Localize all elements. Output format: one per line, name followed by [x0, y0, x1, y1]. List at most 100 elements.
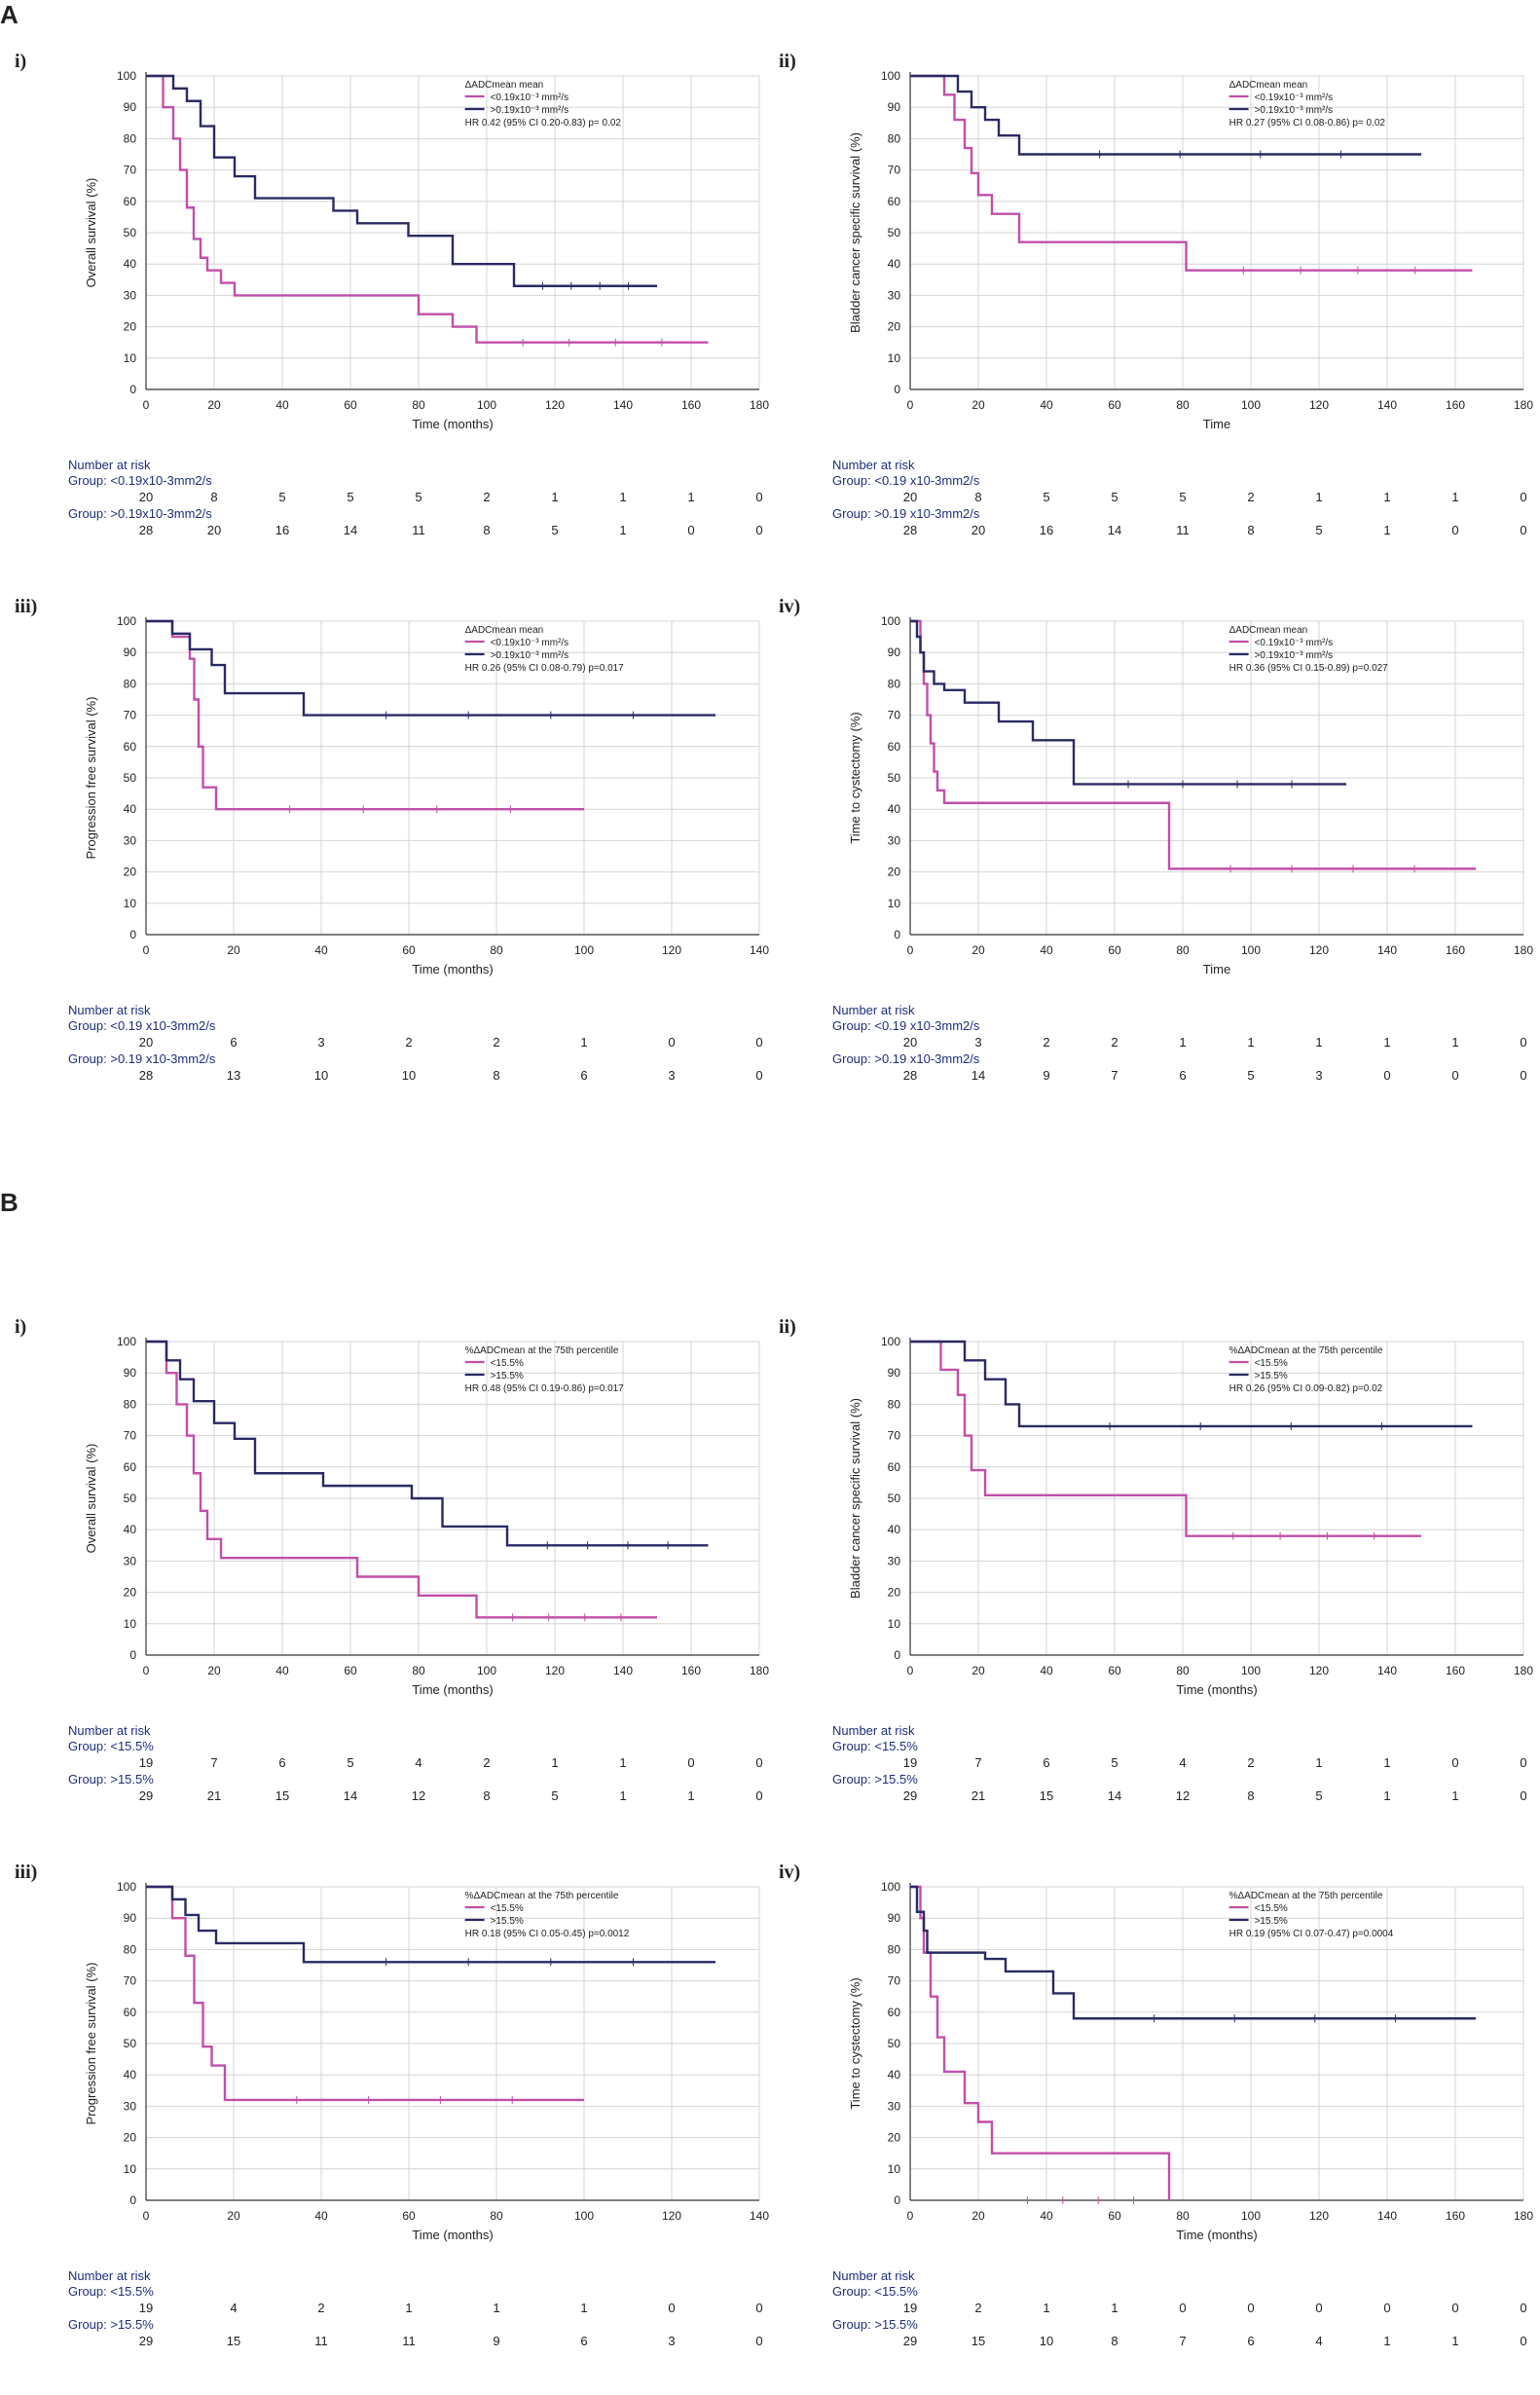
panel-label: iii) [15, 1861, 38, 1883]
y-tick-label: 60 [888, 195, 901, 208]
risk-count: 1 [1315, 1035, 1323, 1050]
y-tick-label: 90 [888, 645, 901, 659]
risk-group-1-label: Group: <15.5% [832, 2284, 918, 2299]
x-tick-label: 80 [1176, 1664, 1190, 1677]
risk-row: 19 2 1 1 0 0 0 0 0 0 [832, 2300, 1533, 2317]
risk-count: 0 [1383, 1068, 1391, 1083]
risk-count: 1 [1315, 490, 1323, 504]
number-at-risk-table: Number at risk Group: <15.5% 19 7 6 5 4 2 1 1 0 0 Gr… [832, 1723, 1533, 1805]
risk-count: 0 [1451, 1068, 1459, 1083]
section-label-b: B [0, 1188, 18, 1217]
legend-hr: HR 0.19 (95% CI 0.07-0.47) p=0.0004 [1229, 1929, 1394, 1939]
risk-title: Number at risk [68, 458, 151, 472]
number-at-risk-table: Number at risk Group: <15.5% 19 7 6 5 4 2 1 1 0 0 Gr… [68, 1723, 769, 1805]
risk-count: 1 [551, 490, 559, 504]
y-tick-label: 90 [888, 1366, 901, 1380]
x-tick-label: 120 [545, 1664, 565, 1677]
risk-count: 0 [1520, 2301, 1527, 2315]
risk-count: 0 [1520, 2334, 1527, 2348]
x-tick-label: 40 [275, 1664, 289, 1677]
legend-hr: HR 0.26 (95% CI 0.09-0.82) p=0.02 [1229, 1383, 1383, 1394]
risk-title: Number at risk [832, 458, 915, 472]
risk-count: 6 [1179, 1068, 1187, 1083]
y-tick-label: 100 [881, 614, 900, 628]
risk-count: 1 [687, 490, 695, 504]
y-tick-label: 30 [124, 833, 137, 847]
risk-row: 28 20 16 14 11 8 5 1 0 0 [832, 522, 1533, 539]
legend-entry: >0.19x10⁻³ mm²/s [1255, 105, 1334, 116]
risk-count: 16 [1039, 523, 1054, 537]
x-tick-label: 160 [681, 398, 701, 412]
km-plot: 0 10 20 30 40 50 60 70 80 90 100 0 20 40 60 80 100 120 140… [84, 1880, 769, 2242]
km-curve-low-group [146, 619, 584, 811]
x-tick-label: 160 [1446, 943, 1465, 957]
y-tick-label: 50 [124, 2037, 137, 2050]
y-tick-label: 60 [124, 195, 137, 208]
risk-count: 21 [206, 1788, 222, 1803]
y-tick-label: 10 [124, 1617, 137, 1631]
risk-count: 1 [493, 2301, 500, 2315]
risk-count: 16 [275, 523, 290, 537]
risk-count: 5 [347, 1755, 354, 1770]
x-tick-label: 60 [1108, 398, 1121, 412]
risk-count: 3 [317, 1035, 325, 1050]
y-axis-title: Time to cystectomy (%) [848, 1977, 862, 2109]
x-tick-label: 60 [402, 943, 416, 957]
risk-count: 0 [1247, 2301, 1255, 2315]
risk-count: 3 [668, 2334, 676, 2348]
x-tick-label: 40 [314, 943, 328, 957]
number-at-risk-table: Number at risk Group: <0.19 x10-3mm2/s 20 3… [832, 1003, 1533, 1085]
risk-count: 1 [1451, 2334, 1459, 2348]
y-tick-label: 90 [124, 100, 137, 114]
risk-group-2-label: Group: >0.19 x10-3mm2/s [68, 1051, 216, 1066]
risk-count: 7 [210, 1755, 218, 1770]
risk-count: 0 [755, 2334, 763, 2348]
x-axis-title: Time [1203, 417, 1230, 431]
x-axis-title: Time (months) [412, 2228, 493, 2242]
risk-count: 28 [902, 1068, 918, 1083]
y-tick-label: 80 [124, 1942, 137, 1956]
x-tick-label: 140 [1377, 943, 1397, 957]
risk-count: 12 [1175, 1788, 1191, 1803]
risk-count: 5 [551, 523, 559, 537]
x-tick-label: 0 [907, 2209, 914, 2223]
risk-count: 12 [411, 1788, 426, 1803]
y-tick-label: 100 [881, 1880, 900, 1894]
risk-count: 14 [1107, 1788, 1122, 1803]
y-tick-label: 100 [881, 1335, 900, 1348]
y-tick-label: 40 [888, 2068, 901, 2082]
risk-row: 28 14 9 7 6 5 3 0 0 0 [832, 1067, 1533, 1085]
panel-label: ii) [779, 51, 796, 72]
y-tick-label: 40 [124, 802, 137, 816]
risk-count: 3 [1315, 1068, 1323, 1083]
risk-count: 1 [1383, 1035, 1391, 1050]
legend: %ΔADCmean at the 75th percentile <15.5% >1… [464, 1345, 624, 1394]
risk-count: 5 [1315, 523, 1323, 537]
y-tick-label: 50 [888, 1492, 901, 1505]
km-panel-b-2: ii) 0 10 20 30 40 50 60 70 80 90 100 0 20 40 60 80 100 120… [779, 1316, 1540, 1850]
km-curve-low-group [146, 74, 709, 344]
x-tick-label: 0 [143, 398, 150, 412]
y-tick-label: 60 [888, 2006, 901, 2019]
risk-group-2-label: Group: >0.19x10-3mm2/s [68, 506, 212, 521]
x-tick-label: 160 [1446, 2209, 1465, 2223]
y-tick-label: 90 [124, 1911, 137, 1925]
risk-count: 1 [1315, 1755, 1323, 1770]
y-tick-label: 80 [888, 131, 901, 145]
y-tick-label: 50 [124, 771, 137, 785]
risk-count: 5 [1111, 490, 1118, 504]
number-at-risk-table: Number at risk Group: <0.19x10-3mm2/s 20 8 5… [68, 458, 769, 539]
y-tick-label: 100 [117, 614, 136, 628]
risk-row: 20 6 3 2 2 1 0 0 [68, 1034, 769, 1051]
x-tick-label: 80 [1176, 398, 1190, 412]
risk-count: 0 [755, 1035, 763, 1050]
risk-count: 0 [668, 2301, 676, 2315]
risk-count: 15 [1039, 1788, 1054, 1803]
y-tick-label: 90 [124, 1366, 137, 1380]
risk-count: 0 [755, 490, 763, 504]
y-axis-title: Overall survival (%) [84, 1444, 98, 1554]
risk-count: 9 [493, 2334, 500, 2348]
legend-entry: <0.19x10⁻³ mm²/s [1255, 92, 1334, 103]
x-tick-label: 40 [1040, 1664, 1053, 1677]
y-tick-label: 30 [124, 1554, 137, 1567]
